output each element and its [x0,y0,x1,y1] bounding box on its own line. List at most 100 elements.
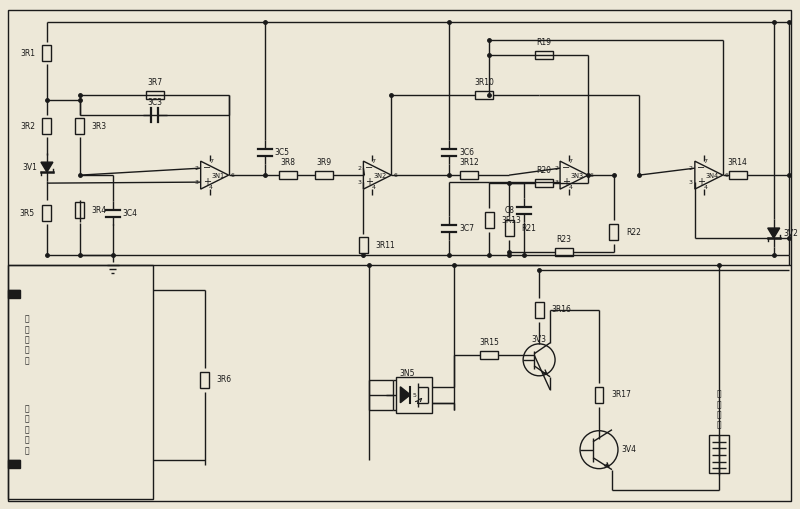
Text: 3R11: 3R11 [375,241,395,249]
Text: 热
信
号
输
出: 热 信 号 输 出 [25,315,30,365]
Text: 3R14: 3R14 [728,158,748,167]
Text: 3: 3 [554,180,558,185]
Bar [146,91,164,99]
Polygon shape [768,228,780,238]
Bar [505,220,514,236]
Text: 7: 7 [569,159,573,164]
Bar [359,237,368,253]
Bar [535,51,553,60]
Bar [42,118,51,134]
Text: R22: R22 [626,228,641,237]
Bar [594,387,603,403]
Text: 3C4: 3C4 [122,209,138,217]
Polygon shape [400,387,410,403]
Text: 3C5: 3C5 [274,148,290,157]
Text: 3V3: 3V3 [532,335,546,345]
Bar [42,205,51,221]
Text: R23: R23 [557,235,571,244]
Circle shape [580,431,618,469]
Text: 3R3: 3R3 [92,122,107,131]
Text: 3N4: 3N4 [705,173,718,179]
Text: +: + [697,177,705,187]
Text: 7: 7 [703,159,707,164]
Text: 4: 4 [209,185,213,190]
Text: 6: 6 [230,173,234,178]
Text: 3C3: 3C3 [147,98,162,107]
Text: 2: 2 [554,165,558,171]
Bar [8,265,153,499]
Text: 3C7: 3C7 [459,223,474,233]
Text: 3V1: 3V1 [22,163,37,172]
Text: 3R9: 3R9 [317,158,332,167]
Circle shape [523,344,555,376]
Text: 6: 6 [590,173,594,178]
Polygon shape [695,161,723,189]
Text: 3R5: 3R5 [20,209,35,217]
Text: R19: R19 [537,38,551,47]
Bar [555,248,573,256]
Bar [75,118,84,134]
Text: 3N1: 3N1 [211,173,224,179]
Text: −: − [697,163,705,173]
Bar [8,460,20,468]
Text: 3N5: 3N5 [399,369,415,378]
Bar [475,91,493,99]
Bar [315,171,334,179]
Text: 加
热
器
件: 加 热 器 件 [717,389,721,430]
Polygon shape [363,161,391,189]
Text: +: + [366,177,374,187]
Bar [42,45,51,61]
Bar [460,171,478,179]
Text: 3R2: 3R2 [20,122,35,131]
Text: 3C6: 3C6 [459,148,474,157]
Text: 3: 3 [194,180,198,185]
Text: +: + [202,177,210,187]
Text: 3R4: 3R4 [92,206,107,215]
Text: 3R1: 3R1 [20,49,35,58]
Text: 3R16: 3R16 [551,305,571,315]
Polygon shape [201,161,229,189]
Text: 6: 6 [394,173,398,178]
Text: 3V2: 3V2 [784,229,798,238]
Text: 3R13: 3R13 [501,215,521,224]
Bar [535,179,553,187]
Text: 4: 4 [569,185,573,190]
Bar [729,171,746,179]
Text: 3R15: 3R15 [479,338,499,347]
Text: 2: 2 [194,165,198,171]
Bar [485,212,494,228]
Bar [278,171,297,179]
Text: 3R8: 3R8 [280,158,295,167]
Text: 3R12: 3R12 [459,158,479,167]
Bar [534,302,543,318]
Text: 2: 2 [689,165,693,171]
Text: 4: 4 [703,185,707,190]
Text: R20: R20 [537,166,551,175]
Text: 3: 3 [689,180,693,185]
Text: 2: 2 [358,165,362,171]
Bar [396,377,432,413]
Text: 7: 7 [209,159,213,164]
Text: −: − [202,163,210,173]
Text: +: + [562,177,570,187]
Text: 3R6: 3R6 [217,375,232,384]
Text: 3R17: 3R17 [611,390,631,399]
Text: 3: 3 [358,180,362,185]
Text: 3N2: 3N2 [374,173,387,179]
Bar [75,202,84,218]
Text: 5: 5 [412,393,416,398]
Text: 热
信
号
输
入: 热 信 号 输 入 [25,405,30,455]
Text: −: − [562,163,570,173]
Text: C8: C8 [504,206,514,215]
Text: 3R10: 3R10 [474,78,494,87]
Polygon shape [41,162,53,172]
Bar [8,290,20,298]
Bar [610,224,618,240]
Text: 6: 6 [725,173,729,178]
Text: 3N3: 3N3 [570,173,584,179]
Text: −: − [366,163,374,173]
Polygon shape [560,161,588,189]
Bar [480,351,498,359]
Bar [709,435,729,473]
Text: R21: R21 [521,223,536,233]
